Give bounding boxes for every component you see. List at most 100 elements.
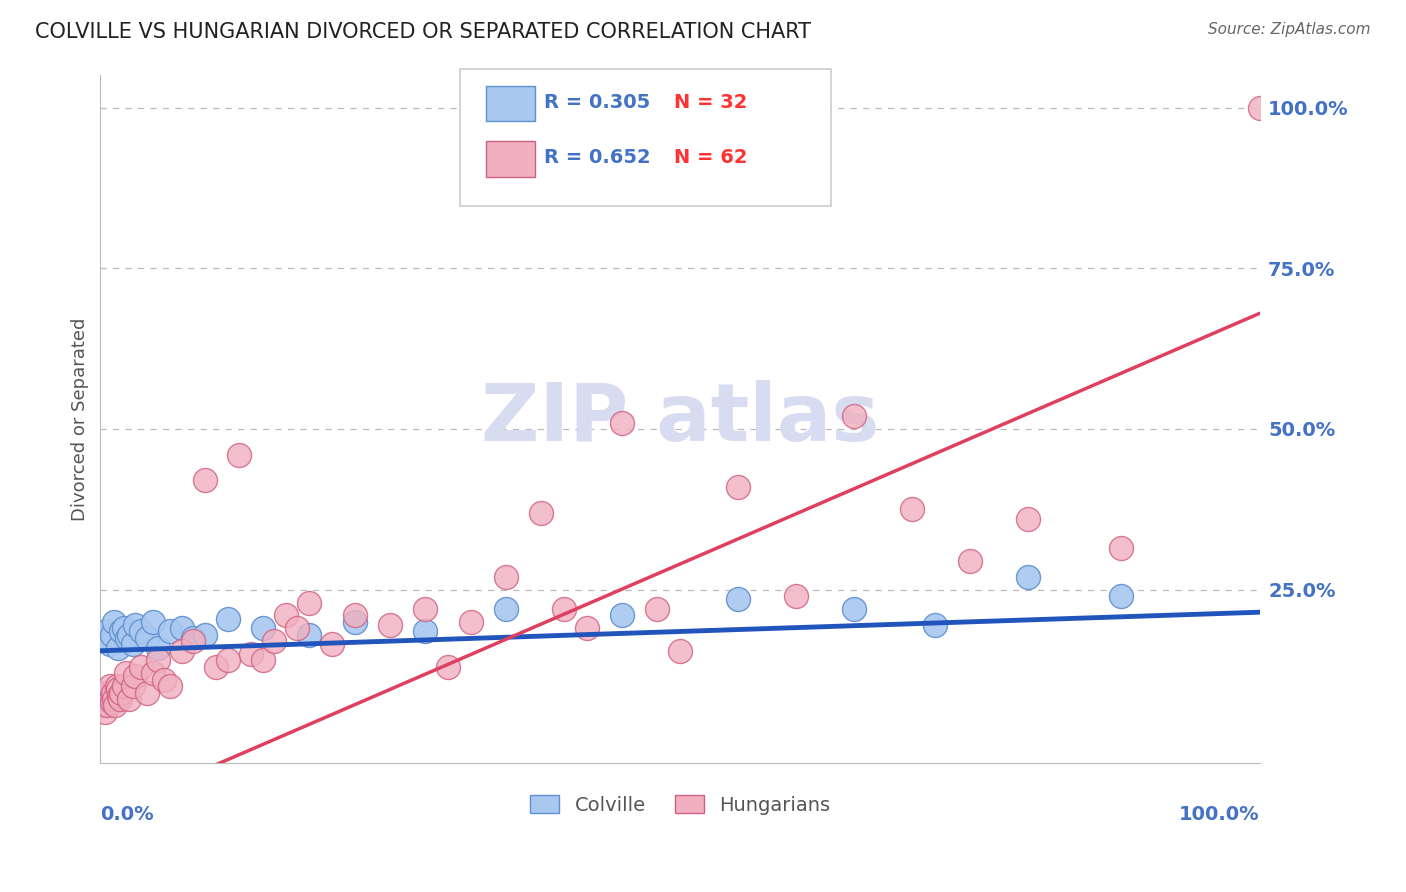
Point [924, 618, 946, 632]
Point [93, 631, 115, 645]
Point [181, 631, 204, 645]
Point [105, 679, 128, 693]
Text: R = 0.652: R = 0.652 [544, 148, 651, 168]
Point [380, 618, 402, 632]
Text: ZIP atlas: ZIP atlas [481, 380, 879, 458]
Point [194, 628, 217, 642]
FancyBboxPatch shape [460, 69, 831, 206]
Point [298, 628, 321, 642]
Point [298, 596, 321, 610]
Point [108, 689, 131, 703]
Point [110, 624, 132, 639]
Legend: Colville, Hungarians: Colville, Hungarians [522, 787, 838, 822]
Point [194, 474, 217, 488]
Point [413, 624, 436, 639]
Point [287, 621, 309, 635]
Point [110, 685, 132, 699]
Point [727, 592, 749, 607]
Point [91, 698, 114, 713]
Point [104, 698, 127, 713]
Point [842, 602, 865, 616]
Point [124, 669, 146, 683]
Point [610, 416, 633, 430]
Point [101, 695, 124, 709]
Point [217, 653, 239, 667]
Point [135, 685, 157, 699]
Point [98, 637, 121, 651]
Point [129, 660, 152, 674]
Point [842, 409, 865, 423]
Point [645, 602, 668, 616]
Point [112, 621, 135, 635]
Point [153, 673, 176, 687]
Point [530, 506, 553, 520]
Point [148, 653, 170, 667]
Point [321, 637, 343, 651]
Point [107, 682, 129, 697]
Y-axis label: Divorced or Separated: Divorced or Separated [72, 318, 89, 521]
Point [252, 653, 274, 667]
Text: Source: ZipAtlas.com: Source: ZipAtlas.com [1208, 22, 1371, 37]
Point [94, 692, 117, 706]
Point [170, 644, 193, 658]
Point [344, 608, 367, 623]
Point [553, 602, 575, 616]
Point [107, 640, 129, 655]
Point [1017, 570, 1039, 584]
Point [576, 621, 599, 635]
Point [460, 615, 482, 629]
Point [108, 692, 131, 706]
Text: COLVILLE VS HUNGARIAN DIVORCED OR SEPARATED CORRELATION CHART: COLVILLE VS HUNGARIAN DIVORCED OR SEPARA… [35, 22, 811, 42]
Point [181, 634, 204, 648]
Point [135, 631, 157, 645]
Point [228, 448, 250, 462]
Point [170, 621, 193, 635]
Point [98, 679, 121, 693]
Point [959, 554, 981, 568]
Point [240, 647, 263, 661]
Point [118, 692, 141, 706]
Point [610, 608, 633, 623]
Point [100, 692, 122, 706]
Point [93, 685, 115, 699]
Point [90, 692, 112, 706]
Point [344, 615, 367, 629]
Point [115, 666, 138, 681]
Text: N = 62: N = 62 [675, 148, 748, 168]
Point [159, 679, 181, 693]
Point [118, 628, 141, 642]
Point [94, 624, 117, 639]
Point [121, 679, 143, 693]
Point [103, 692, 125, 706]
Point [252, 621, 274, 635]
Point [495, 570, 517, 584]
Point [141, 615, 163, 629]
Point [901, 502, 924, 516]
Point [121, 637, 143, 651]
Point [1017, 512, 1039, 526]
Point [112, 679, 135, 693]
Text: 0.0%: 0.0% [100, 805, 155, 823]
Point [129, 624, 152, 639]
Point [115, 631, 138, 645]
Point [437, 660, 460, 674]
Point [205, 660, 228, 674]
Point [97, 685, 120, 699]
Point [263, 634, 285, 648]
FancyBboxPatch shape [486, 141, 536, 177]
Point [103, 615, 125, 629]
Point [413, 602, 436, 616]
Text: N = 32: N = 32 [675, 94, 748, 112]
Point [94, 705, 117, 719]
Point [1109, 541, 1132, 555]
Point [101, 628, 124, 642]
Point [159, 624, 181, 639]
Point [101, 685, 124, 699]
FancyBboxPatch shape [486, 86, 536, 121]
Point [217, 612, 239, 626]
Text: R = 0.305: R = 0.305 [544, 94, 651, 112]
Point [148, 640, 170, 655]
Point [96, 698, 118, 713]
Point [495, 602, 517, 616]
Point [1249, 101, 1271, 115]
